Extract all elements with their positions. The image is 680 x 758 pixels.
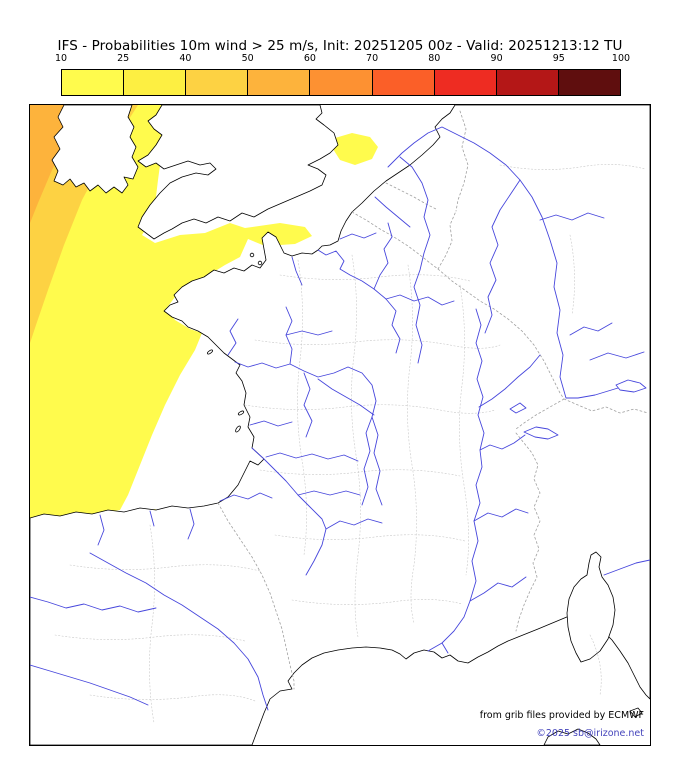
river-layer (30, 126, 650, 711)
map-canvas: from grib files provided by ECMWF ©2025 … (29, 104, 651, 746)
river-durance (469, 576, 527, 602)
colorbar-cell (124, 70, 187, 95)
colorbar-tick: 25 (117, 53, 130, 64)
colorbar-tick: 70 (366, 53, 379, 64)
river-seine (317, 249, 401, 354)
colorbar-ticks: 10 25 40 50 60 70 80 90 95 100 (55, 53, 630, 69)
colorbar-tick: 50 (241, 53, 254, 64)
river-danube (589, 351, 645, 361)
admin-border-layer (54, 110, 649, 724)
colorbar-tick: 100 (611, 53, 631, 64)
colorbar-tick: 80 (428, 53, 441, 64)
colorbar-cell (310, 70, 373, 95)
credits-line-2: ©2025 sb@irizone.net (536, 728, 644, 739)
colorbar-cell (558, 70, 620, 95)
river-marne (385, 294, 455, 306)
colorbar-tick: 60 (303, 53, 316, 64)
river-ebro (89, 552, 269, 711)
field-region-atlantic (30, 105, 312, 520)
colorbar: 10 25 40 50 60 70 80 90 95 100 (55, 53, 630, 96)
river-doubs (478, 354, 541, 408)
island-elba (629, 707, 643, 718)
river-cher (317, 378, 375, 416)
field-region-northwest-corner (30, 105, 88, 223)
colorbar-cell (186, 70, 249, 95)
river-garonne (251, 447, 327, 576)
field-region-north-sea-patch (333, 133, 378, 165)
border-switzerland-east (563, 398, 649, 414)
river-oise (373, 222, 393, 290)
border-netherlands-germany (455, 110, 469, 212)
river-dordogne (265, 452, 359, 462)
river-po (603, 559, 650, 576)
river-adour (219, 492, 273, 502)
river-scheldt (374, 196, 411, 228)
river-loire (234, 361, 383, 506)
border-france-italy (515, 432, 541, 632)
colorbar-tick: 40 (179, 53, 192, 64)
border-france-germany (437, 268, 565, 400)
island-oleron (235, 425, 241, 433)
river-vienne (303, 372, 313, 438)
colorbar-cell (372, 70, 435, 95)
colorbar-tick: 90 (490, 53, 503, 64)
river-neckar (569, 322, 613, 336)
river-main (539, 212, 605, 221)
department-borders (54, 164, 646, 724)
river-meuse (399, 156, 431, 364)
border-belgium-netherlands (385, 182, 437, 210)
river-tarn (325, 518, 383, 530)
river-cantabrian-2 (149, 510, 155, 527)
river-vilaine (227, 318, 239, 356)
lake-neuchatel (509, 402, 527, 414)
map-svg (30, 105, 650, 745)
river-duero (30, 596, 157, 613)
river-rhone-delta-branch (441, 642, 449, 654)
colorbar-cell (62, 70, 125, 95)
river-tajo (30, 664, 149, 706)
island-jersey (257, 260, 263, 266)
river-moselle (484, 179, 521, 334)
river-cantabrian-3 (187, 508, 195, 540)
river-charente (249, 420, 293, 427)
river-allier (361, 416, 373, 506)
island-belle-ile (207, 349, 213, 355)
border-france-spain (217, 502, 295, 690)
page-title: IFS - Probabilities 10m wind > 25 m/s, I… (57, 38, 623, 54)
colorbar-cells (61, 69, 621, 96)
country-borders (217, 110, 649, 690)
river-isere (473, 508, 529, 522)
island-corsica (566, 551, 616, 663)
border-france-switzerland (515, 398, 565, 430)
colorbar-tick: 10 (54, 53, 68, 64)
colorbar-cell (434, 70, 497, 95)
island-guernsey (249, 252, 255, 258)
colorbar-cell (496, 70, 559, 95)
lake-constance (615, 379, 647, 393)
colorbar-cell (248, 70, 311, 95)
river-loir (285, 330, 333, 336)
river-rhine (387, 126, 619, 399)
island-sardinia (543, 728, 601, 745)
island-re (237, 410, 245, 416)
colorbar-tick: 95 (552, 53, 565, 64)
river-orne (291, 256, 303, 286)
lake-geneva (523, 426, 559, 440)
border-france-belgium (351, 211, 439, 270)
river-lot (297, 490, 361, 496)
credits-line-1: from grib files provided by ECMWF (479, 710, 644, 721)
border-belgium-germany (437, 210, 457, 270)
river-somme (339, 232, 377, 240)
land-great-britain (137, 105, 339, 240)
land-ireland (51, 105, 139, 194)
river-saone (475, 308, 485, 451)
river-cantabrian-1 (97, 514, 105, 546)
